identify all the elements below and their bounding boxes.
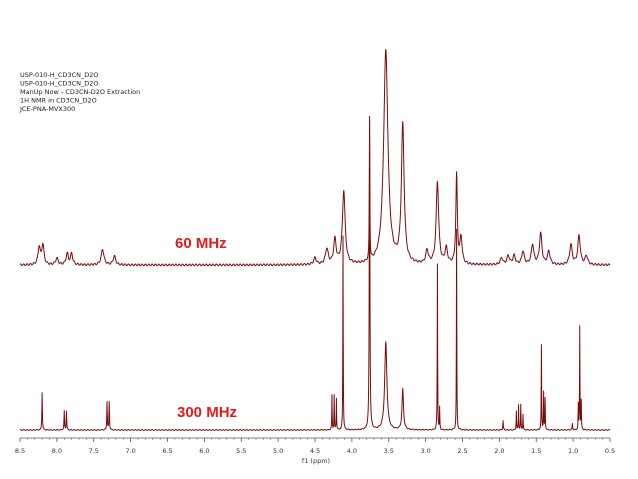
x-tick-label: 4.5 [310,447,320,455]
header-line-2: USP-010-H_CD3CN_D2O [20,80,98,88]
header-line-3: ManUp Now - CD3CN-D2O Extraction [20,88,140,96]
x-tick-label: 1.5 [531,447,541,455]
x-tick-label: 1.0 [568,447,578,455]
x-tick-label: 7.5 [89,447,99,455]
series-label-60mhz: 60 MHz [175,235,227,252]
x-tick-label: 3.0 [420,447,430,455]
spectrum-traces [19,48,611,431]
x-axis-ticks: 8.5 8.0 7.5 7.0 6.5 6.0 5.5 5.0 4.5 4.0 3.5 3.0 2.5 2… [15,438,615,455]
spectrum-line-60mhz [19,48,611,267]
x-axis-title: f1 (ppm) [302,457,330,465]
header-text-block: USP-010-H_CD3CN_D2O USP-010-H_CD3CN_D2O … [19,71,140,113]
x-tick-label: 8.0 [52,447,62,455]
x-tick-label: 3.5 [384,447,394,455]
x-tick-label: 7.0 [125,447,135,455]
x-tick-label: 8.5 [15,447,25,455]
x-tick-label: 6.0 [199,447,209,455]
spectrum-line-300mhz [19,115,611,431]
header-line-4: 1H NMR in CD3CN_D2O [20,97,97,105]
x-axis: 8.5 8.0 7.5 7.0 6.5 6.0 5.5 5.0 4.5 4.0 3.5 3.0 2.5 2… [15,437,615,465]
x-tick-label: 4.0 [347,447,357,455]
header-line-5: JCE-PNA-MVX300 [19,105,75,113]
x-tick-label: 6.5 [162,447,172,455]
x-tick-label: 5.5 [236,447,246,455]
x-tick-label: 2.0 [494,447,504,455]
series-label-300mhz: 300 MHz [177,404,237,421]
x-tick-label: 5.0 [273,447,283,455]
x-tick-label: 2.5 [457,447,467,455]
x-tick-label: 0.5 [605,447,615,455]
header-line-1: USP-010-H_CD3CN_D2O [20,71,98,79]
